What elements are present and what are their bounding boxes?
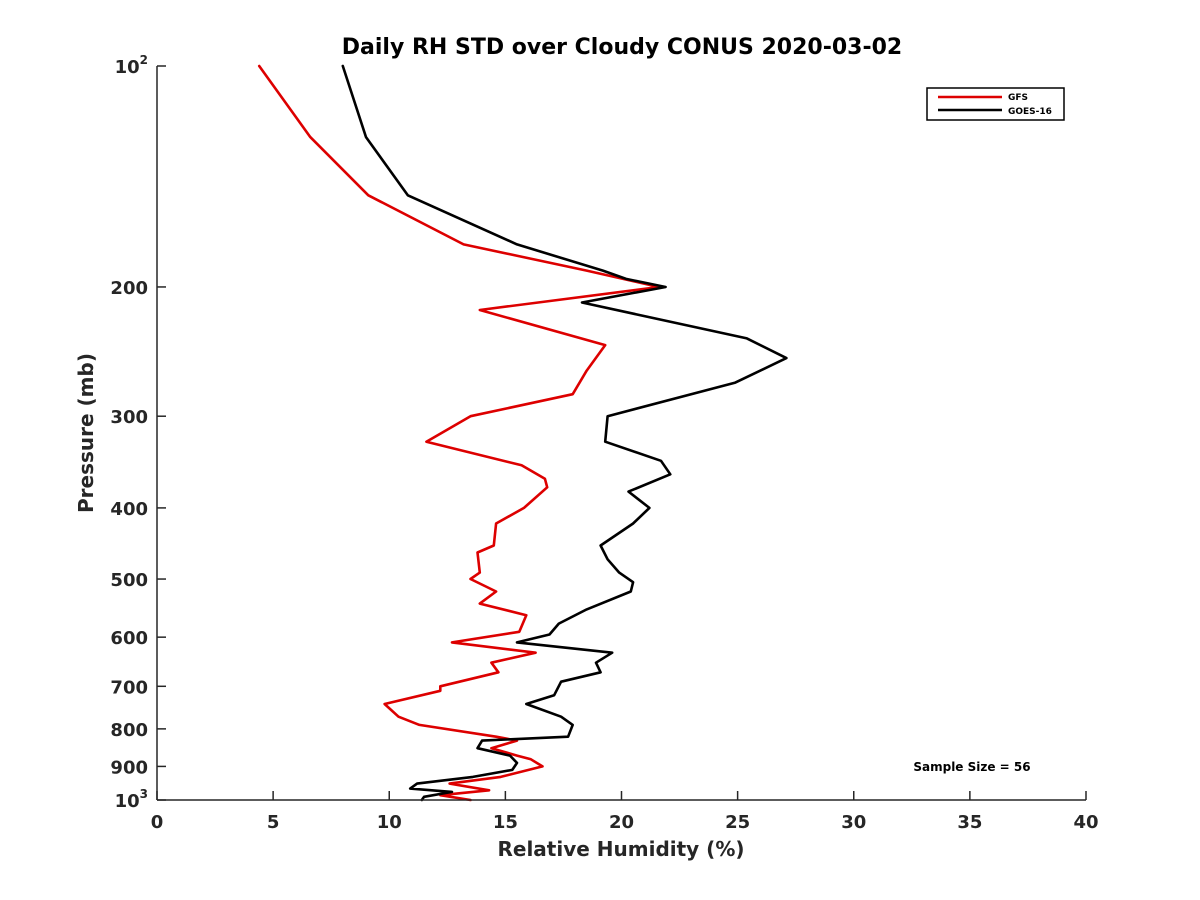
legend-label-goes16: GOES-16	[1008, 107, 1052, 117]
x-tick-label: 0	[151, 812, 164, 833]
y-tick-label: 500	[110, 570, 148, 591]
x-tick-label: 30	[841, 812, 866, 833]
series-line-goes16	[341, 64, 788, 802]
y-tick-label: 700	[110, 677, 148, 698]
legend-box	[926, 87, 1065, 121]
y-axis-label: Pressure (mb)	[74, 353, 98, 513]
y-tick-base: 10	[115, 791, 140, 812]
x-tick-label: 10	[377, 812, 402, 833]
x-tick-label: 5	[267, 812, 280, 833]
legend: GFS GOES-16	[926, 87, 1065, 121]
x-ticks: 0 5 10 15 20 25 30 35 40	[151, 791, 1099, 833]
y-tick-label: 800	[110, 720, 148, 741]
y-tick-label: 300	[110, 407, 148, 428]
y-tick-label: 900	[110, 757, 148, 778]
x-axis-label: Relative Humidity (%)	[497, 837, 744, 861]
x-tick-label: 25	[725, 812, 750, 833]
y-tick-label: 400	[110, 499, 148, 520]
x-tick-label: 35	[957, 812, 982, 833]
chart-title: Daily RH STD over Cloudy CONUS 2020-03-0…	[342, 35, 902, 60]
x-tick-label: 20	[609, 812, 634, 833]
y-tick-label: 600	[110, 628, 148, 649]
sample-size-annotation: Sample Size = 56	[913, 760, 1030, 774]
y-tick-label: 102	[115, 53, 148, 78]
x-tick-label: 40	[1073, 812, 1098, 833]
y-tick-base: 10	[115, 57, 140, 78]
legend-label-gfs: GFS	[1008, 93, 1028, 103]
y-tick-exponent: 3	[140, 787, 148, 801]
series-layer	[257, 64, 788, 802]
y-tick-label: 200	[110, 278, 148, 299]
y-tick-label: 103	[115, 787, 148, 812]
x-tick-label: 15	[493, 812, 518, 833]
series-line-gfs	[257, 64, 661, 802]
y-tick-exponent: 2	[140, 53, 148, 67]
